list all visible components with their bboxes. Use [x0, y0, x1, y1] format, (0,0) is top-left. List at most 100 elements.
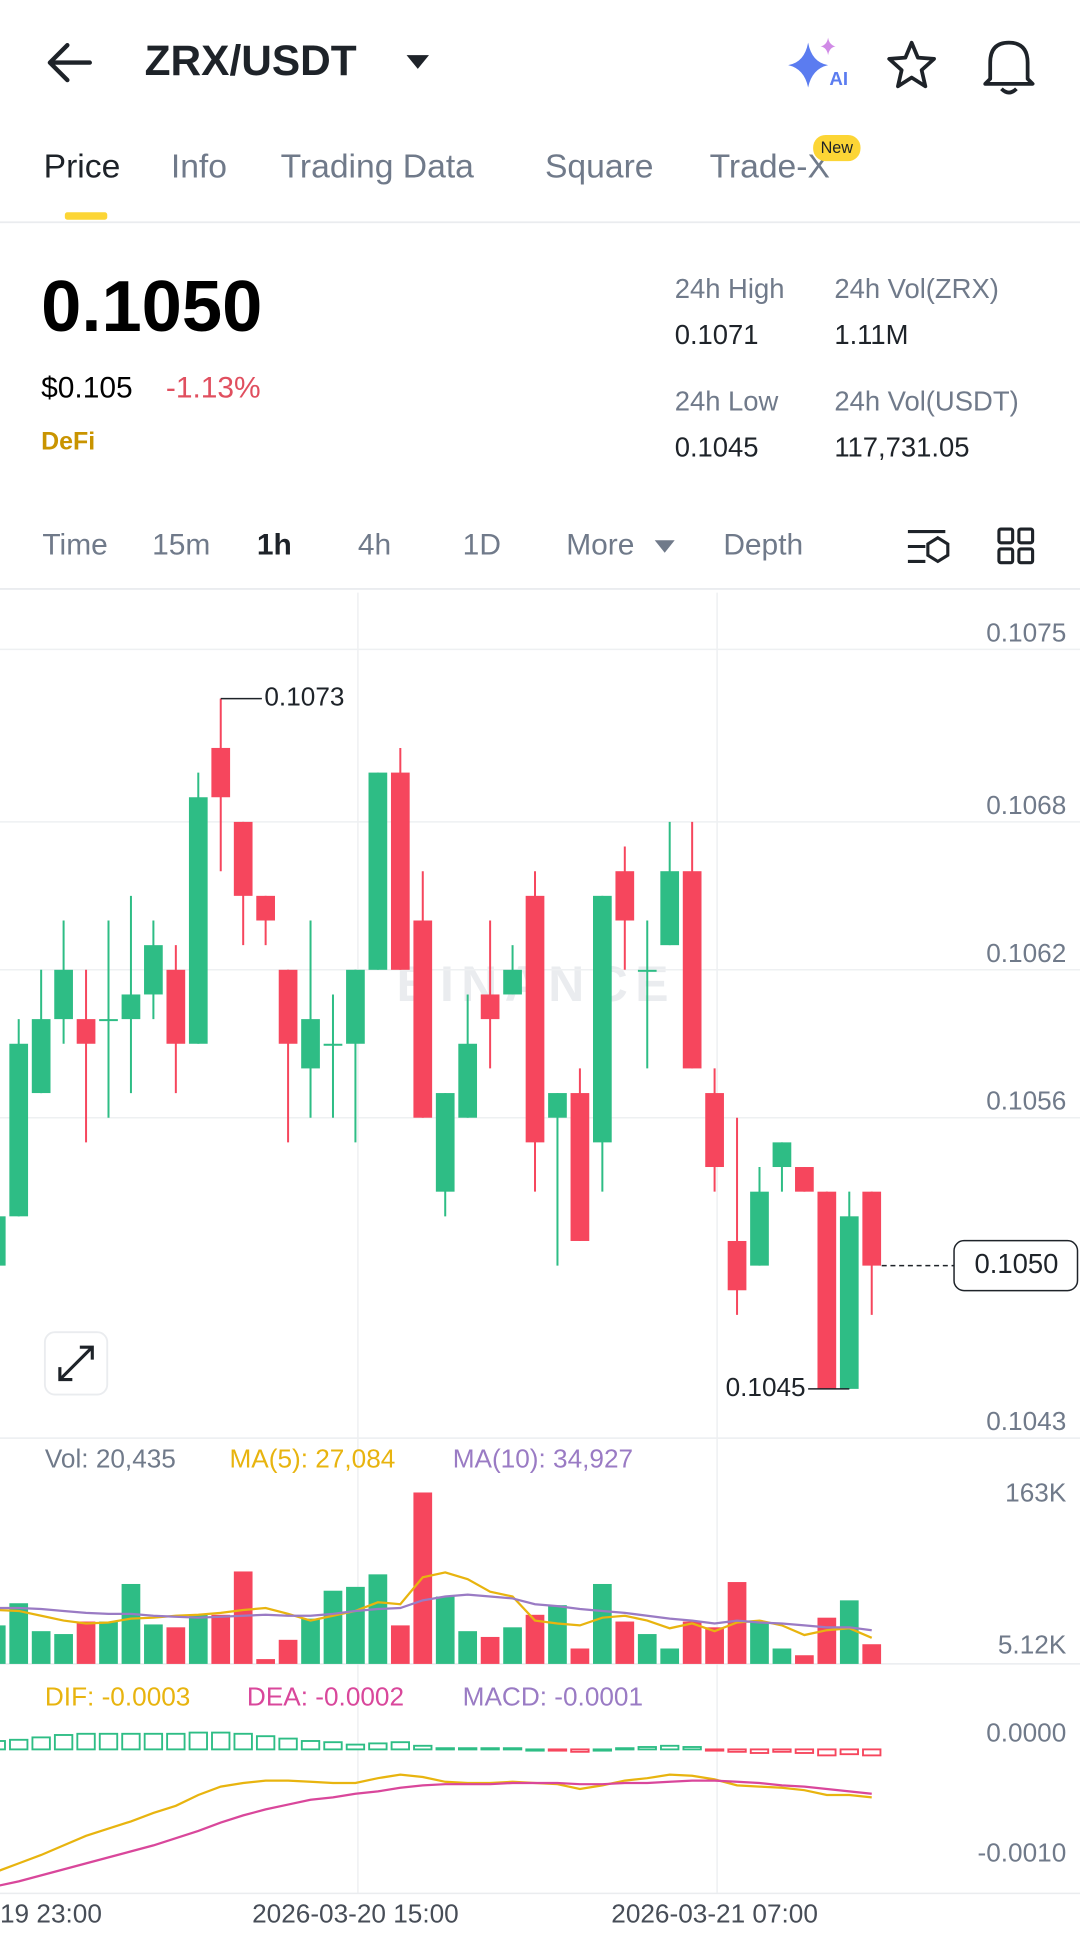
x-tick-label: 2026-03-21 07:00: [611, 1899, 818, 1929]
tab[interactable]: Trading Data: [281, 149, 475, 186]
candle-body: [705, 1093, 724, 1168]
last-price-label: 0.1050: [974, 1248, 1058, 1279]
candle-body: [750, 1191, 769, 1266]
macd-bar: [53, 1734, 74, 1751]
candle-body: [682, 871, 702, 1069]
pair-title[interactable]: ZRX/USDT: [145, 37, 357, 84]
volume-bar: [211, 1614, 231, 1664]
interval[interactable]: More: [566, 528, 634, 561]
candle-body: [54, 969, 73, 1020]
macd-tick-label: -0.0010: [978, 1837, 1067, 1867]
macd-bar: [458, 1747, 478, 1751]
back-button[interactable]: [47, 42, 92, 83]
macd-bar: [211, 1731, 231, 1751]
volume-bar: [188, 1614, 208, 1664]
macd-bar: [31, 1736, 51, 1751]
macd-bar: [390, 1741, 410, 1751]
candle-body: [503, 969, 522, 995]
volume-bar: [166, 1627, 186, 1664]
volume-bar: [99, 1621, 118, 1664]
macd-bar: [749, 1748, 770, 1754]
interval[interactable]: Time: [42, 528, 107, 561]
macd-bar: [794, 1748, 815, 1754]
interval[interactable]: 15m: [152, 528, 210, 561]
candle-body: [548, 1093, 567, 1118]
volume-bar: [76, 1621, 96, 1664]
candle-body: [458, 1043, 478, 1118]
macd-bar: [255, 1735, 276, 1751]
macd-bar: [233, 1732, 253, 1751]
candle-body: [570, 1093, 590, 1241]
alert-button[interactable]: [983, 40, 1035, 95]
macd-bar: [525, 1748, 545, 1752]
candle-body: [301, 1019, 320, 1069]
macd-bar: [862, 1748, 882, 1757]
candle-body: [839, 1216, 859, 1389]
stat-label: 24h Vol(ZRX): [834, 273, 999, 304]
grid-cell: [997, 547, 1015, 565]
candle-body: [166, 969, 186, 1044]
candle-body: [637, 969, 657, 972]
grid-cell: [997, 527, 1015, 545]
volume-bar: [817, 1617, 837, 1664]
candle-body: [862, 1191, 882, 1266]
macd-bar: [570, 1748, 590, 1753]
candle-body: [435, 1093, 455, 1192]
back-icon: [47, 42, 92, 83]
layout-button[interactable]: [997, 527, 1035, 565]
candle-body: [593, 895, 612, 1143]
macd-bar: [682, 1746, 702, 1751]
candle-body: [144, 945, 163, 995]
volume-bar: [503, 1627, 522, 1664]
ai-label: AI: [829, 68, 848, 89]
macd-bar: [772, 1748, 792, 1753]
candle-body: [817, 1191, 837, 1389]
favorite-button[interactable]: [887, 40, 936, 89]
macd-bar: [76, 1732, 96, 1751]
volume-bar: [278, 1639, 298, 1664]
grid-cell: [1017, 547, 1035, 565]
volume-bar: [144, 1624, 163, 1664]
stat-label: 24h Low: [675, 385, 779, 416]
macd-bar: [121, 1732, 141, 1751]
sector-tag[interactable]: DeFi: [41, 428, 95, 456]
candle-body: [346, 969, 365, 1044]
ma5-line: [0, 1571, 873, 1639]
x-tick-label: 2026-03-20 15:00: [252, 1899, 459, 1929]
tab[interactable]: Info: [171, 149, 227, 186]
y-tick-label: 0.1062: [986, 938, 1066, 968]
macd-bar: [300, 1740, 321, 1751]
indicator-settings[interactable]: [907, 529, 950, 564]
settings-hex: [926, 535, 950, 564]
macd-bar: [817, 1748, 837, 1757]
pair-dropdown[interactable]: [406, 55, 430, 69]
interval-active[interactable]: 1h: [257, 528, 292, 561]
ma10-line: [0, 1593, 872, 1632]
interval[interactable]: 4h: [358, 528, 391, 561]
macd-bar: [143, 1732, 164, 1751]
tab[interactable]: Trade-X: [710, 149, 830, 186]
tab[interactable]: Square: [545, 149, 654, 186]
macd-bar: [368, 1742, 388, 1751]
macd-bar: [615, 1747, 635, 1751]
volume-bar: [525, 1614, 545, 1664]
interval[interactable]: 1D: [463, 528, 501, 561]
volume-bar: [637, 1634, 657, 1664]
dea-legend: DEA: -0.0002: [247, 1682, 404, 1712]
tab[interactable]: Price: [44, 149, 121, 186]
macd-bar: [839, 1748, 859, 1756]
volume-bar: [750, 1621, 769, 1664]
candle-body: [660, 871, 680, 946]
expand-icon: [58, 1345, 94, 1382]
volume-bar: [772, 1648, 792, 1664]
new-badge-label: New: [821, 139, 854, 157]
macd-bar: [323, 1741, 343, 1751]
expand-button[interactable]: [43, 1331, 109, 1396]
ai-button[interactable]: AI: [788, 37, 848, 89]
bell-icon: [983, 40, 1035, 86]
candle-body: [772, 1142, 792, 1168]
macd-bar: [413, 1744, 433, 1751]
more-dropdown[interactable]: [654, 540, 675, 553]
interval[interactable]: Depth: [723, 528, 803, 561]
